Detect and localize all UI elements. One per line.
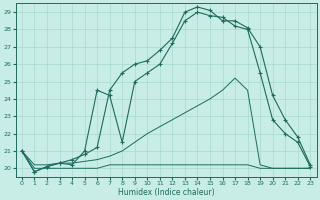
X-axis label: Humidex (Indice chaleur): Humidex (Indice chaleur) — [118, 188, 214, 197]
